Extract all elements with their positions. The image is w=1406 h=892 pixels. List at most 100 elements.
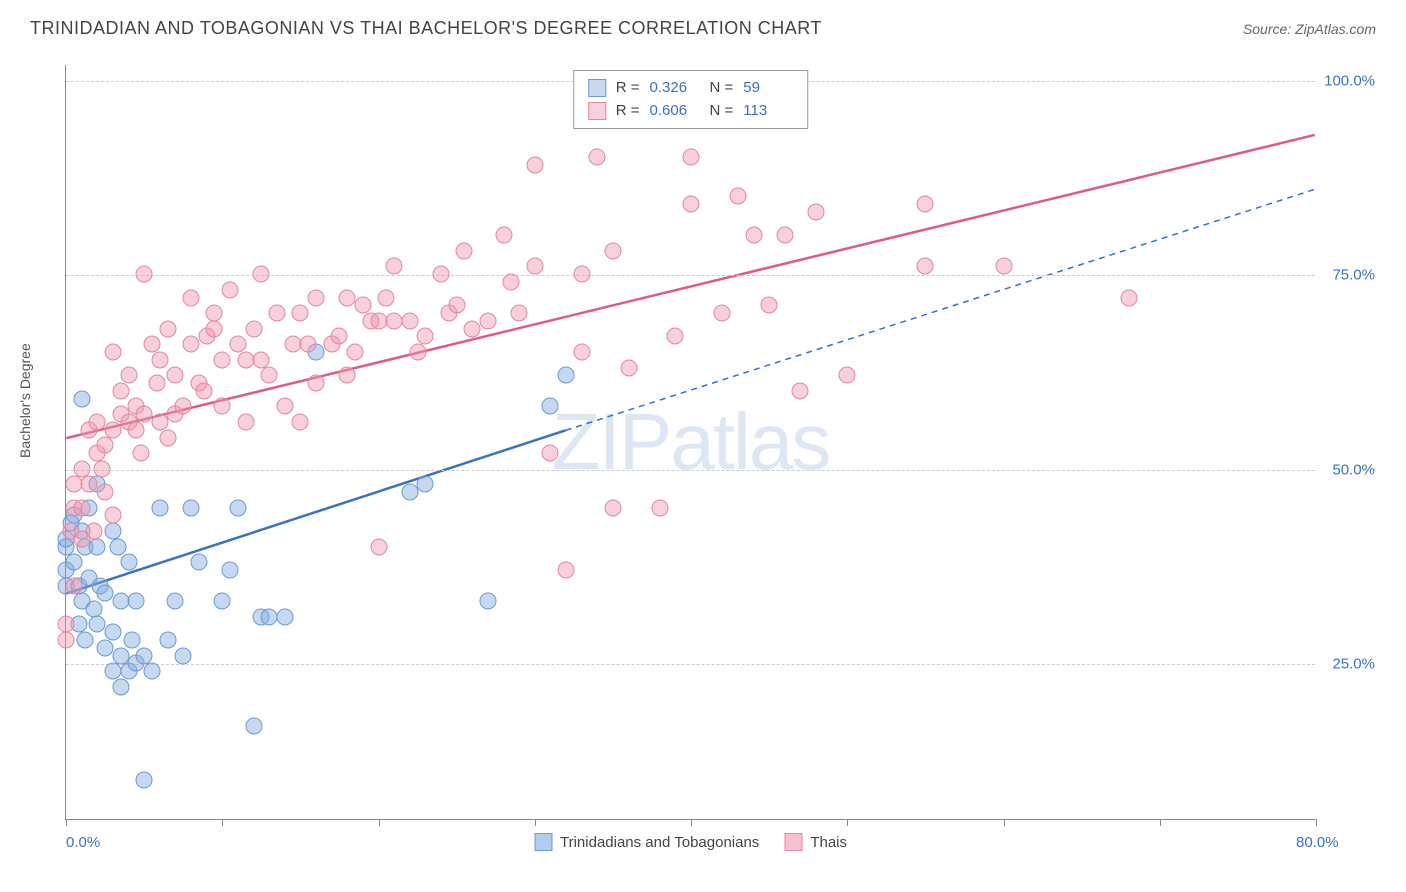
data-point: [148, 375, 165, 392]
data-point: [792, 382, 809, 399]
data-point: [136, 266, 153, 283]
x-tick-mark: [1004, 819, 1005, 826]
legend-item: Trinidadians and Tobagonians: [534, 833, 759, 851]
data-point: [123, 631, 140, 648]
data-point: [917, 258, 934, 275]
data-point: [104, 624, 121, 641]
legend-label: Thais: [810, 834, 847, 851]
data-point: [89, 414, 106, 431]
data-point: [558, 561, 575, 578]
data-point: [120, 554, 137, 571]
data-point: [495, 227, 512, 244]
data-point: [354, 297, 371, 314]
data-point: [86, 600, 103, 617]
data-point: [456, 242, 473, 259]
data-point: [112, 647, 129, 664]
data-point: [167, 367, 184, 384]
data-point: [464, 320, 481, 337]
data-point: [308, 375, 325, 392]
data-point: [195, 382, 212, 399]
data-point: [745, 227, 762, 244]
legend-row-1: R = 0.326 N = 59: [588, 77, 794, 100]
data-point: [526, 258, 543, 275]
data-point: [331, 328, 348, 345]
data-point: [65, 577, 82, 594]
series-legend: Trinidadians and Tobagonians Thais: [534, 833, 847, 851]
data-point: [190, 554, 207, 571]
data-point: [65, 554, 82, 571]
data-point: [503, 273, 520, 290]
data-point: [104, 507, 121, 524]
data-point: [589, 149, 606, 166]
legend-swatch: [534, 833, 552, 851]
data-point: [65, 476, 82, 493]
data-point: [839, 367, 856, 384]
data-point: [261, 367, 278, 384]
data-point: [93, 460, 110, 477]
data-point: [237, 414, 254, 431]
data-point: [151, 414, 168, 431]
data-point: [917, 196, 934, 213]
data-point: [222, 561, 239, 578]
data-point: [159, 320, 176, 337]
x-tick-mark: [1316, 819, 1317, 826]
data-point: [112, 593, 129, 610]
data-point: [995, 258, 1012, 275]
data-point: [479, 593, 496, 610]
data-point: [222, 281, 239, 298]
y-axis-label: Bachelor's Degree: [17, 343, 33, 458]
x-tick-mark: [691, 819, 692, 826]
data-point: [808, 203, 825, 220]
data-point: [604, 499, 621, 516]
data-point: [143, 663, 160, 680]
trend-lines-svg: [66, 65, 1315, 819]
data-point: [136, 772, 153, 789]
data-point: [214, 398, 231, 415]
legend-label: Trinidadians and Tobagonians: [560, 834, 759, 851]
data-point: [417, 476, 434, 493]
data-point: [159, 429, 176, 446]
data-point: [214, 593, 231, 610]
legend-swatch-pink: [588, 102, 606, 120]
data-point: [417, 328, 434, 345]
data-point: [97, 639, 114, 656]
data-point: [104, 344, 121, 361]
data-point: [276, 608, 293, 625]
data-point: [339, 367, 356, 384]
data-point: [378, 289, 395, 306]
data-point: [175, 398, 192, 415]
data-point: [401, 484, 418, 501]
data-point: [620, 359, 637, 376]
data-point: [276, 398, 293, 415]
data-point: [308, 289, 325, 306]
data-point: [714, 305, 731, 322]
data-point: [104, 421, 121, 438]
data-point: [573, 266, 590, 283]
data-point: [229, 336, 246, 353]
data-point: [667, 328, 684, 345]
legend-swatch: [784, 833, 802, 851]
data-point: [284, 336, 301, 353]
r-value-2: 0.606: [650, 100, 700, 123]
data-point: [386, 258, 403, 275]
data-point: [167, 593, 184, 610]
data-point: [542, 398, 559, 415]
data-point: [206, 320, 223, 337]
data-point: [651, 499, 668, 516]
data-point: [136, 647, 153, 664]
data-point: [409, 344, 426, 361]
data-point: [120, 367, 137, 384]
legend-swatch-blue: [588, 79, 606, 97]
x-tick-mark: [66, 819, 67, 826]
data-point: [136, 406, 153, 423]
data-point: [97, 484, 114, 501]
data-point: [401, 312, 418, 329]
data-point: [58, 631, 75, 648]
data-point: [268, 305, 285, 322]
n-label: N =: [710, 77, 734, 100]
n-label: N =: [710, 100, 734, 123]
data-point: [97, 585, 114, 602]
data-point: [433, 266, 450, 283]
data-point: [175, 647, 192, 664]
data-point: [73, 460, 90, 477]
